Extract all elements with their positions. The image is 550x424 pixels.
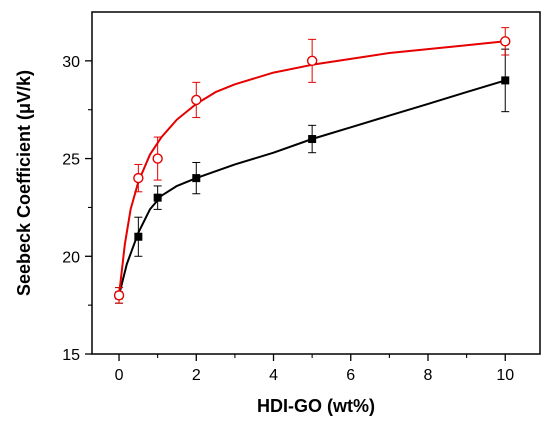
error-bars-layer <box>115 27 510 304</box>
x-tick-label: 6 <box>346 367 355 384</box>
fit-curve-1 <box>118 79 506 296</box>
fit-curves-layer <box>118 40 506 296</box>
y-axis-title: Seebeck Coefficient (μV/k) <box>14 70 34 296</box>
data-point-circle <box>113 290 125 301</box>
x-tick-label: 2 <box>192 367 201 384</box>
y-tick-label: 15 <box>62 347 80 364</box>
y-tick-label: 25 <box>62 152 80 169</box>
x-axis-title: HDI-GO (wt%) <box>257 396 375 416</box>
plot-frame <box>91 11 541 355</box>
data-point-square <box>134 232 143 241</box>
data-point-square <box>501 76 510 85</box>
x-tick-label: 8 <box>424 367 433 384</box>
data-point-circle <box>191 94 202 106</box>
ticks-layer: 0 2 4 6 8 10 15 20 25 30 <box>62 54 514 384</box>
y-tick-label: 30 <box>62 54 80 71</box>
data-points-layer <box>113 36 511 301</box>
y-tick-label: 20 <box>62 249 80 266</box>
data-point-square <box>192 174 201 183</box>
x-tick-label: 0 <box>115 367 124 384</box>
x-tick-label: 4 <box>269 367 278 384</box>
fit-curve-2 <box>118 40 506 296</box>
data-point-circle <box>306 55 318 67</box>
data-point-square <box>153 193 162 202</box>
data-point-circle <box>133 172 144 184</box>
x-tick-label: 10 <box>496 367 514 384</box>
data-point-circle <box>500 36 511 47</box>
data-point-square <box>308 135 317 144</box>
data-point-circle <box>152 153 163 164</box>
